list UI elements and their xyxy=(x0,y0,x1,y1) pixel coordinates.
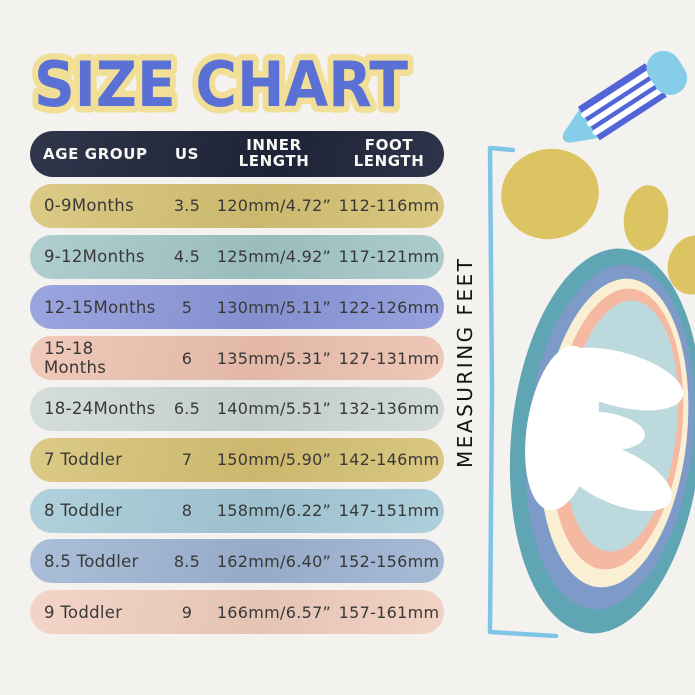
cell-age: 0-9Months xyxy=(44,196,134,216)
cell-foot-length: 122-126mm xyxy=(338,297,440,317)
cell-inner-length: 120mm/4.72” xyxy=(216,196,332,216)
cell-age: 9-12Months xyxy=(44,247,145,267)
cell-foot-length: 157-161mm xyxy=(338,602,440,622)
toes xyxy=(501,148,695,295)
cell-inner-length: 125mm/4.92” xyxy=(216,247,332,267)
cell-us: 8.5 xyxy=(173,551,201,571)
cell-foot-length: 147-151mm xyxy=(338,501,440,521)
col-foot-length: FOOT LENGTH xyxy=(353,136,425,170)
table-row: 15-18 Months 6 135mm/5.31” 127-131mm xyxy=(30,336,444,381)
title-banner: SIZE CHART xyxy=(28,44,415,128)
cell-inner-length: 135mm/5.31” xyxy=(216,348,332,368)
cell-inner-length: 130mm/5.11” xyxy=(216,297,332,317)
table-row: 8.5 Toddler 8.5 162mm/6.40” 152-156mm xyxy=(30,539,444,584)
cell-foot-length: 117-121mm xyxy=(338,247,440,267)
cell-us: 5 xyxy=(181,297,193,317)
footprint-icon xyxy=(501,148,695,634)
cell-us: 9 xyxy=(181,602,193,622)
cell-us: 4.5 xyxy=(173,247,201,267)
cell-age: 12-15Months xyxy=(44,297,156,317)
size-table: AGE GROUP US INNER LENGTH FOOT LENGTH 0-… xyxy=(30,131,444,635)
cell-foot-length: 132-136mm xyxy=(338,399,440,419)
cell-us: 3.5 xyxy=(173,196,201,216)
cell-us: 6 xyxy=(181,348,193,368)
cell-foot-length: 127-131mm xyxy=(338,348,440,368)
table-row: 7 Toddler 7 150mm/5.90” 142-146mm xyxy=(30,437,444,482)
cell-foot-length: 152-156mm xyxy=(338,551,440,571)
cell-foot-length: 142-146mm xyxy=(338,450,440,470)
cell-foot-length: 112-116mm xyxy=(338,196,440,216)
col-us: US xyxy=(174,145,200,163)
cell-inner-length: 140mm/5.51” xyxy=(216,399,332,419)
table-row: 0-9Months 3.5 120mm/4.72” 112-116mm xyxy=(30,183,444,228)
cell-us: 6.5 xyxy=(173,399,201,419)
arch-squiggle xyxy=(525,345,684,511)
table-row: 9-12Months 4.5 125mm/4.92” 117-121mm xyxy=(30,234,444,279)
table-row: 8 Toddler 8 158mm/6.22” 147-151mm xyxy=(30,488,444,533)
cell-inner-length: 158mm/6.22” xyxy=(216,501,332,521)
pencil-icon xyxy=(562,50,688,143)
cell-inner-length: 150mm/5.90” xyxy=(216,450,332,470)
page-title: SIZE CHART xyxy=(34,48,408,121)
cell-age: 8 Toddler xyxy=(44,501,123,521)
cell-age: 15-18 Months xyxy=(44,339,107,378)
col-age-group: AGE GROUP xyxy=(43,145,148,163)
table-header: AGE GROUP US INNER LENGTH FOOT LENGTH xyxy=(30,131,444,177)
footprint-illustration xyxy=(487,145,695,639)
cell-us: 7 xyxy=(181,450,193,470)
table-row: 12-15Months 5 130mm/5.11” 122-126mm xyxy=(30,285,444,330)
measuring-bracket-icon xyxy=(487,145,559,639)
cell-inner-length: 162mm/6.40” xyxy=(216,551,332,571)
table-row: 9 Toddler 9 166mm/6.57” 157-161mm xyxy=(30,590,444,635)
cell-inner-length: 166mm/6.57” xyxy=(216,602,332,622)
cell-age: 7 Toddler xyxy=(44,450,123,470)
cell-age: 8.5 Toddler xyxy=(44,551,139,571)
cell-age: 18-24Months xyxy=(44,399,156,419)
cell-age: 9 Toddler xyxy=(44,602,123,622)
table-row: 18-24Months 6.5 140mm/5.51” 132-136mm xyxy=(30,386,444,431)
cell-us: 8 xyxy=(181,501,193,521)
col-inner-length: INNER LENGTH xyxy=(238,136,310,170)
